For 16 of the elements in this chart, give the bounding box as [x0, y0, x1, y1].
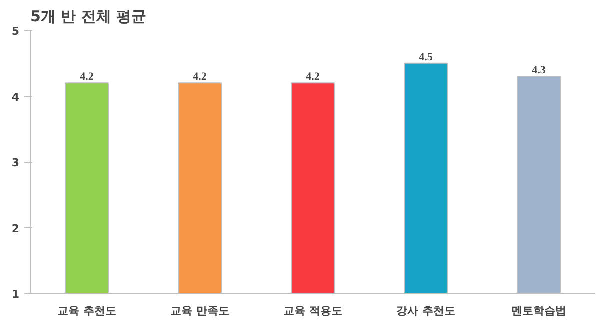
- data-label: 4.2: [193, 71, 208, 84]
- x-tick-label: 교육 적용도: [284, 304, 342, 318]
- y-tick-label: 2: [12, 222, 20, 236]
- y-tick-label: 4: [12, 90, 20, 104]
- data-label: 4.2: [306, 71, 320, 84]
- x-tick-label: 멘토학습법: [512, 304, 566, 318]
- x-tick-label: 교육 추천도: [58, 304, 116, 318]
- y-tick-label: 3: [12, 156, 20, 170]
- data-label: 4.5: [419, 51, 434, 64]
- data-label: 4.2: [80, 71, 94, 84]
- y-tick-label: 5: [12, 25, 20, 38]
- y-tick-label: 1: [12, 288, 20, 301]
- data-label: 4.3: [532, 64, 546, 77]
- x-tick-label: 교육 만족도: [170, 304, 230, 318]
- x-tick-label: 강사 추천도: [396, 304, 456, 318]
- chart-title: 5개 반 전체 평균: [30, 8, 147, 26]
